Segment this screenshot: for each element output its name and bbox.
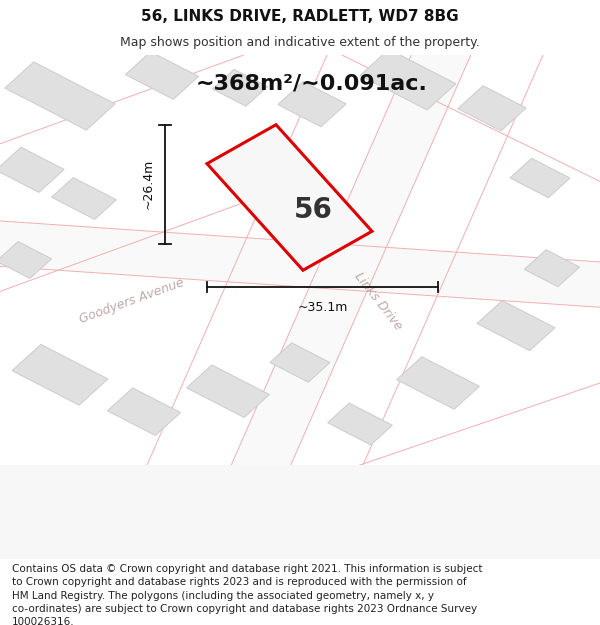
Polygon shape bbox=[0, 241, 52, 279]
Polygon shape bbox=[270, 342, 330, 382]
Polygon shape bbox=[225, 29, 477, 491]
Polygon shape bbox=[477, 301, 555, 351]
Text: 56, LINKS DRIVE, RADLETT, WD7 8BG: 56, LINKS DRIVE, RADLETT, WD7 8BG bbox=[141, 9, 459, 24]
Text: Map shows position and indicative extent of the property.: Map shows position and indicative extent… bbox=[120, 36, 480, 49]
Polygon shape bbox=[0, 148, 64, 192]
Polygon shape bbox=[524, 250, 580, 287]
Text: ~35.1m: ~35.1m bbox=[298, 301, 347, 314]
Polygon shape bbox=[360, 49, 456, 110]
Polygon shape bbox=[207, 125, 372, 270]
Polygon shape bbox=[52, 177, 116, 219]
Text: 56: 56 bbox=[294, 196, 333, 224]
Polygon shape bbox=[328, 403, 392, 445]
Polygon shape bbox=[5, 62, 115, 130]
Polygon shape bbox=[458, 86, 526, 131]
Text: ~368m²/~0.091ac.: ~368m²/~0.091ac. bbox=[196, 74, 428, 94]
Polygon shape bbox=[397, 357, 479, 409]
Polygon shape bbox=[212, 69, 268, 106]
Polygon shape bbox=[0, 217, 600, 311]
Polygon shape bbox=[125, 52, 199, 99]
Text: Contains OS data © Crown copyright and database right 2021. This information is : Contains OS data © Crown copyright and d… bbox=[12, 564, 482, 625]
Bar bbox=[0, 465, 600, 558]
Text: ~26.4m: ~26.4m bbox=[142, 159, 155, 209]
Text: Goodyers Avenue: Goodyers Avenue bbox=[78, 276, 186, 326]
Polygon shape bbox=[510, 158, 570, 198]
Polygon shape bbox=[278, 82, 346, 127]
Text: Links Drive: Links Drive bbox=[352, 269, 404, 332]
Polygon shape bbox=[187, 365, 269, 418]
Polygon shape bbox=[12, 344, 108, 405]
Polygon shape bbox=[107, 388, 181, 436]
